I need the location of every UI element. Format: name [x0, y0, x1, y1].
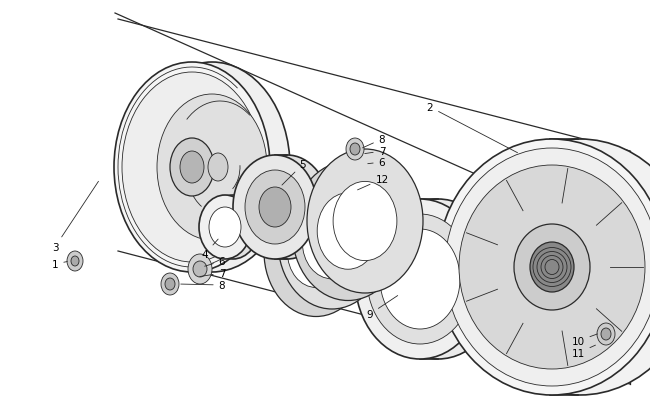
Ellipse shape	[508, 202, 624, 332]
Ellipse shape	[317, 193, 379, 270]
Ellipse shape	[459, 166, 645, 369]
Text: 10: 10	[571, 334, 597, 346]
Ellipse shape	[134, 63, 290, 272]
Ellipse shape	[346, 139, 364, 161]
Ellipse shape	[193, 261, 207, 277]
Ellipse shape	[233, 156, 317, 259]
Text: 8: 8	[363, 135, 385, 149]
Ellipse shape	[161, 273, 179, 295]
Ellipse shape	[494, 202, 610, 332]
Ellipse shape	[350, 144, 360, 156]
Text: 8: 8	[181, 280, 226, 290]
Text: 7: 7	[365, 147, 385, 157]
Ellipse shape	[71, 256, 79, 266]
Text: 6: 6	[368, 158, 385, 168]
Ellipse shape	[264, 188, 368, 317]
Ellipse shape	[373, 200, 503, 359]
Text: 11: 11	[571, 345, 595, 358]
Ellipse shape	[122, 73, 262, 262]
Ellipse shape	[287, 217, 344, 288]
Text: 3: 3	[52, 182, 98, 252]
Ellipse shape	[514, 224, 590, 310]
Ellipse shape	[188, 254, 212, 284]
Ellipse shape	[355, 200, 485, 359]
Ellipse shape	[333, 182, 397, 261]
Text: 4: 4	[202, 239, 218, 259]
Ellipse shape	[380, 230, 460, 329]
Ellipse shape	[207, 196, 259, 259]
Ellipse shape	[278, 175, 386, 309]
Text: 7: 7	[200, 269, 226, 278]
Ellipse shape	[307, 149, 423, 293]
Ellipse shape	[180, 151, 204, 183]
Ellipse shape	[259, 188, 291, 228]
Ellipse shape	[245, 156, 329, 259]
Text: 12: 12	[358, 175, 389, 190]
Ellipse shape	[157, 95, 267, 241]
Ellipse shape	[530, 243, 574, 292]
Ellipse shape	[209, 207, 241, 247]
Ellipse shape	[597, 323, 615, 345]
Ellipse shape	[302, 206, 361, 279]
Ellipse shape	[208, 153, 228, 181]
Text: 1: 1	[52, 259, 67, 269]
Ellipse shape	[292, 162, 404, 301]
Ellipse shape	[601, 328, 611, 340]
Ellipse shape	[367, 215, 473, 344]
Ellipse shape	[199, 196, 251, 259]
Text: 2: 2	[426, 103, 517, 153]
Ellipse shape	[445, 149, 650, 386]
Ellipse shape	[170, 139, 214, 196]
Text: 9: 9	[367, 296, 398, 319]
Ellipse shape	[67, 252, 83, 271]
Text: 5: 5	[282, 160, 306, 185]
Ellipse shape	[465, 140, 650, 395]
Ellipse shape	[114, 63, 270, 272]
Ellipse shape	[245, 171, 305, 244]
Text: 6: 6	[205, 256, 226, 266]
Ellipse shape	[437, 140, 650, 395]
Ellipse shape	[165, 278, 175, 290]
